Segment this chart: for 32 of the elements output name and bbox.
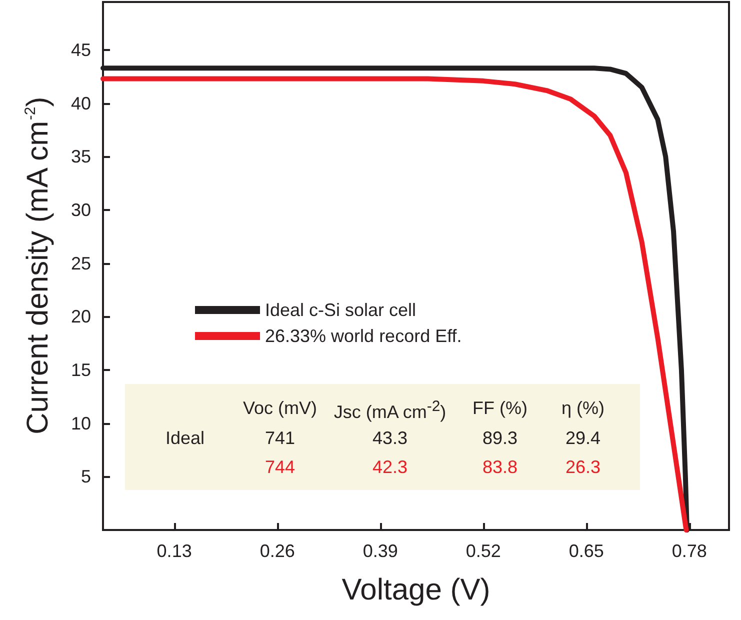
annotation: Voc (mV) [242, 398, 318, 419]
annotation: Jsc (mA cm$^{-2}$) [334, 398, 446, 423]
legend-label: Ideal c-Si solar cell [265, 300, 416, 320]
annotation: 744 [264, 457, 296, 478]
y-tick-label: 30 [70, 200, 91, 220]
y-tick-label: 25 [70, 253, 91, 274]
annotation: 43.3 [372, 428, 408, 449]
legend-label: 26.33% world record Eff. [265, 326, 462, 346]
y-tick-label: 40 [70, 93, 91, 114]
annotation: 42.3 [372, 457, 408, 478]
x-tick-label: 0.78 [672, 541, 707, 561]
annotation: Ideal [165, 428, 205, 449]
y-tick-label: 5 [80, 466, 91, 487]
x-tick-label: 0.52 [466, 541, 501, 561]
y-tick-label: 10 [70, 413, 91, 434]
x-tick-label: 0.39 [362, 541, 398, 561]
annotation: η (%) [561, 398, 605, 419]
y-tick-label: 15 [70, 360, 91, 380]
y-tick-label: 20 [70, 306, 91, 327]
annotation: 83.8 [482, 457, 518, 478]
x-tick-label: 0.13 [156, 541, 192, 561]
x-tick-label: 0.65 [568, 541, 604, 561]
y-tick-label: 45 [70, 40, 91, 60]
y-axis-title: Current density (mA cm-2) [22, 96, 54, 434]
annotation: 26.3 [565, 457, 601, 478]
annotation: 741 [264, 428, 296, 449]
y-tick-label: 35 [70, 146, 91, 167]
x-tick-label: 0.26 [260, 541, 295, 561]
annotation: 89.3 [482, 428, 518, 449]
annotation: FF (%) [472, 398, 528, 419]
annotation: 29.4 [565, 428, 601, 449]
x-axis-title: Voltage (V) [342, 574, 490, 606]
